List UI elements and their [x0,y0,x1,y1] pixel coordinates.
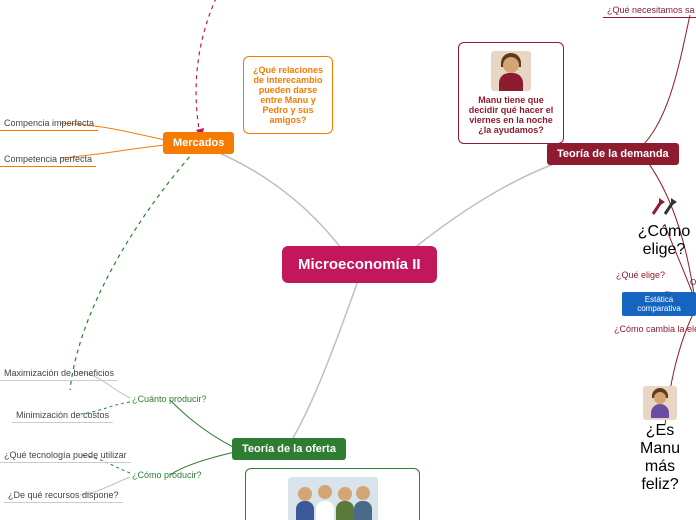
mercados-node[interactable]: Mercados [163,132,234,154]
mercados-label: Mercados [173,137,224,149]
como-elige-block[interactable]: ¿Cómo elige? [632,196,696,259]
leaf-compencia-imperfecta[interactable]: Compencia imperfecta [0,116,98,131]
leaf-como-producir[interactable]: ¿Cómo producir? [128,468,206,482]
oferta-question-box[interactable]: Pedro y sus amigos quieren producir cerv… [245,468,420,520]
demanda-question-box[interactable]: Manu tiene que decidir qué hacer el vier… [458,42,564,144]
leaf-max-beneficios[interactable]: Maximización de beneficios [0,366,118,381]
oferta-node[interactable]: Teoría de la oferta [232,438,346,460]
leaf-cambia[interactable]: ¿Cómo cambia la elec [610,322,696,336]
leaf-competencia-perfecta[interactable]: Competencia perfecta [0,152,96,167]
avatar-manu [491,51,531,91]
demanda-label: Teoría de la demanda [557,148,669,160]
avatar-group [288,477,378,520]
oferta-label: Teoría de la oferta [242,443,336,455]
o-label: O [690,278,696,287]
leaf-recursos[interactable]: ¿De qué recursos dispone? [4,488,123,503]
mercados-question-box[interactable]: ¿Qué relaciones de interecambio pueden d… [243,56,333,134]
center-title: Microeconomía II [298,256,421,273]
leaf-que-elige[interactable]: ¿Qué elige? [612,268,669,282]
leaf-min-costos[interactable]: Minimización de costos [12,408,113,423]
avatar-manu-small [643,386,677,420]
leaf-tecnologia[interactable]: ¿Qué tecnología puede utilizar [0,448,131,463]
estatica-box[interactable]: Estática comparativa [622,292,696,316]
center-node[interactable]: Microeconomía II [282,246,437,283]
feliz-block[interactable]: ¿Es Manu más feliz? [624,386,696,494]
leaf-necesitamos[interactable]: ¿Qué necesitamos sa [603,3,696,18]
choose-icon [649,196,679,218]
demanda-node[interactable]: Teoría de la demanda [547,143,679,165]
leaf-cuanto-producir[interactable]: ¿Cuánto producir? [128,392,211,406]
